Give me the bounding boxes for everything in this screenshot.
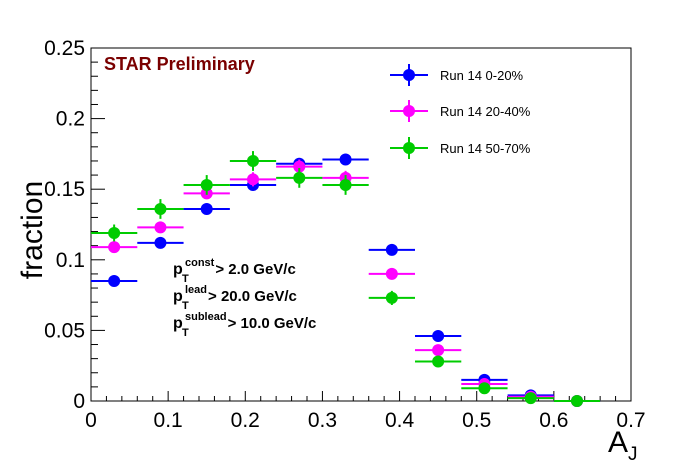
legend-label: Run 14 0-20% xyxy=(440,68,524,83)
cut-threshold: > 20.0 GeV/c xyxy=(208,288,297,305)
data-point xyxy=(432,330,445,343)
cut-superscript: sublead xyxy=(185,311,227,323)
legend-entry: Run 14 0-20% xyxy=(390,64,524,86)
data-point xyxy=(385,291,398,304)
data-point xyxy=(200,202,213,215)
data-point xyxy=(154,202,167,215)
y-tick-label: 0.05 xyxy=(44,319,85,342)
x-axis-title-subscript: J xyxy=(628,444,638,465)
data-series xyxy=(91,151,601,407)
x-tick-label: 0 xyxy=(85,409,97,432)
data-point xyxy=(478,382,491,395)
y-tick-label: 0.25 xyxy=(44,37,85,60)
data-point xyxy=(524,392,537,405)
y-tick-label: 0.2 xyxy=(56,108,85,131)
series-3 xyxy=(91,151,601,407)
legend-label: Run 14 20-40% xyxy=(440,104,531,119)
cut-threshold: > 10.0 GeV/c xyxy=(228,315,317,332)
data-point xyxy=(385,267,398,280)
cut-variable: p xyxy=(173,261,183,278)
y-axis-title: fraction xyxy=(16,181,49,279)
legend-entry: Run 14 50-70% xyxy=(390,137,531,159)
legend-label: Run 14 50-70% xyxy=(440,141,531,156)
y-tick-label: 0.15 xyxy=(44,178,85,201)
cut-variable: p xyxy=(173,288,183,305)
data-point xyxy=(293,171,306,184)
x-tick-label: 0.1 xyxy=(154,409,183,432)
data-point xyxy=(108,241,121,254)
data-point xyxy=(571,395,583,407)
cut-superscript: const xyxy=(185,257,215,269)
legend-marker xyxy=(403,69,415,81)
cut-subscript: T xyxy=(182,327,189,339)
data-point xyxy=(339,153,352,166)
data-point xyxy=(108,274,121,287)
cut-superscript: lead xyxy=(185,284,207,296)
cut-subscript: T xyxy=(182,300,189,312)
y-axis: 0 0.05 0.1 0.15 0.2 0.25 xyxy=(44,37,105,413)
cut-subscript: T xyxy=(182,273,189,285)
data-point xyxy=(385,243,398,256)
x-tick-label: 0.5 xyxy=(462,409,491,432)
data-point xyxy=(293,160,306,173)
y-tick-label: 0.1 xyxy=(56,249,85,272)
x-axis-title: AJ xyxy=(608,426,638,465)
data-point xyxy=(200,178,213,191)
data-point xyxy=(154,221,167,234)
x-axis-title-main: A xyxy=(608,426,628,459)
legend-marker xyxy=(403,142,415,154)
plot-border xyxy=(90,47,632,402)
cut-threshold: > 2.0 GeV/c xyxy=(215,261,295,278)
x-tick-label: 0.6 xyxy=(539,409,568,432)
data-point xyxy=(247,154,259,167)
data-point xyxy=(108,226,121,239)
cut-variable: p xyxy=(173,315,183,332)
x-tick-label: 0.4 xyxy=(385,409,415,432)
x-tick-label: 0.2 xyxy=(231,409,260,432)
legend-marker xyxy=(403,105,415,117)
data-point xyxy=(247,173,259,186)
data-point xyxy=(339,178,352,191)
legend: Run 14 0-20% Run 14 20-40% Run 14 50-70% xyxy=(390,64,531,159)
x-tick-label: 0.7 xyxy=(616,409,645,432)
series-2 xyxy=(91,159,601,407)
star-preliminary-label: STAR Preliminary xyxy=(104,54,255,74)
legend-entry: Run 14 20-40% xyxy=(390,100,531,122)
y-tick-label: 0 xyxy=(73,390,85,413)
x-tick-label: 0.3 xyxy=(308,409,337,432)
data-point xyxy=(432,344,445,357)
data-point xyxy=(432,355,445,368)
data-point xyxy=(154,236,167,249)
x-axis: 0 0.1 0.2 0.3 0.4 0.5 0.6 0.7 xyxy=(85,391,646,432)
plot-frame xyxy=(90,47,632,402)
